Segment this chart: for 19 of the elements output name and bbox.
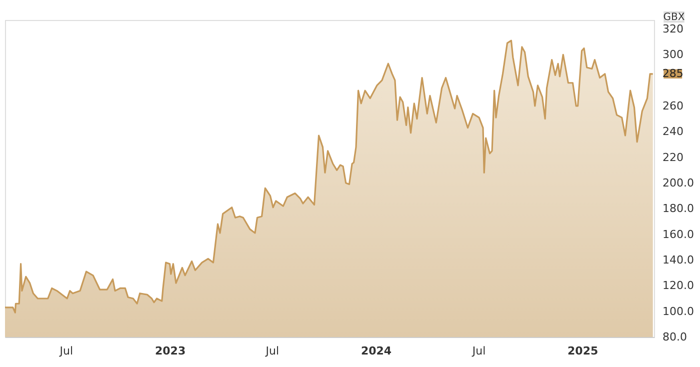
x-tick-label: 2025 — [568, 344, 598, 358]
x-tick-label: 2024 — [360, 344, 392, 358]
x-tick-label: Jul — [58, 344, 74, 358]
x-tick-label: Jul — [471, 344, 486, 358]
y-tick-label: 180.0 — [662, 202, 694, 216]
y-tick-label: 300 — [662, 48, 684, 62]
y-tick-label: 320 — [662, 22, 684, 36]
y-tick-label: 100.0 — [662, 304, 694, 318]
y-tick-label: 160.0 — [662, 228, 694, 241]
y-tick-label: 260 — [662, 99, 684, 112]
y-tick-label: 220 — [662, 150, 684, 164]
y-tick-label: 240 — [662, 125, 684, 138]
y-axis-title: GBX — [663, 12, 685, 23]
y-tick-label: 140.0 — [662, 253, 694, 266]
x-tick-label: Jul — [264, 344, 280, 358]
y-tick-label: 200.0 — [662, 176, 694, 190]
x-tick-label: 2023 — [154, 344, 186, 358]
y-tick-label: 80.0 — [662, 330, 687, 344]
y-tick-label: 120.0 — [662, 279, 694, 292]
